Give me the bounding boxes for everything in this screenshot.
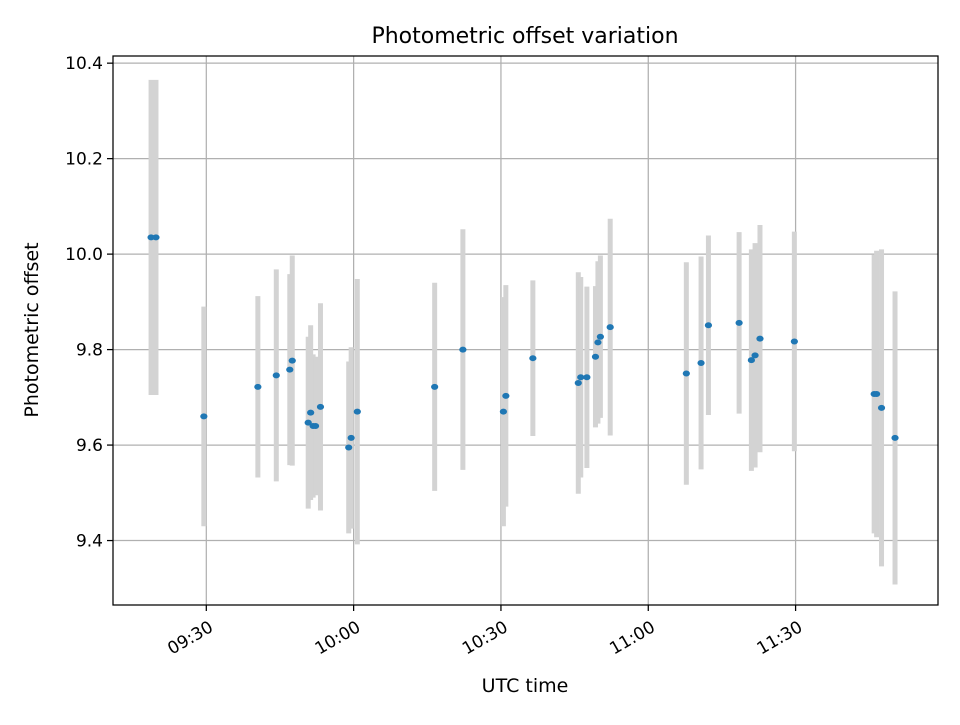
data-point [529,355,537,362]
data-point [345,444,353,451]
data-point [288,357,296,364]
data-point [200,413,208,420]
data-point [347,434,355,441]
data-point [747,357,755,364]
data-point [751,352,759,359]
data-point [254,383,262,390]
grid-lines [113,56,938,605]
x-axis: 09:30 10:00 10:30 11:00 11:30 [164,605,806,659]
chart-title: Photometric offset variation [371,24,678,49]
error-bars [148,79,898,585]
data-point [606,324,614,331]
data-point [594,339,602,346]
data-point [152,234,160,241]
data-point [459,346,467,353]
data-point [431,383,439,390]
data-point [704,322,713,329]
y-axis: 9.4 9.6 9.8 10.0 10.2 10.4 [65,54,113,552]
data-point [735,319,743,326]
x-tick-label: 11:00 [606,617,658,659]
plot-frame [112,55,939,606]
data-point [756,335,764,342]
data-point [591,353,600,360]
x-tick-label: 11:30 [754,617,806,659]
data-point [353,408,361,415]
data-point [583,374,591,381]
data-point [790,338,798,345]
data-point [682,370,690,377]
data-point [596,333,604,340]
data-point [286,366,294,373]
data-point [272,372,280,379]
data-point [574,380,582,387]
data-point [304,419,312,426]
data-point [697,359,705,366]
x-tick-label: 09:30 [164,617,216,659]
y-axis-label: Photometric offset [21,242,43,417]
y-tick-label: 9.8 [76,341,103,361]
x-axis-label: UTC time [482,675,569,697]
data-point [307,409,315,416]
data-point [873,390,881,397]
data-point [577,374,585,381]
y-tick-label: 10.0 [65,245,103,265]
data-point [311,422,320,429]
data-point [891,434,899,441]
data-point [316,403,325,410]
y-tick-label: 10.2 [65,150,103,170]
data-point [877,404,886,411]
x-tick-label: 10:30 [459,617,511,659]
data-point [502,392,510,399]
data-point [499,408,508,415]
x-tick-label: 10:00 [312,617,364,659]
y-tick-label: 9.6 [76,436,103,456]
y-tick-label: 10.4 [65,54,103,74]
y-tick-label: 9.4 [76,532,103,552]
data-points [147,234,899,451]
